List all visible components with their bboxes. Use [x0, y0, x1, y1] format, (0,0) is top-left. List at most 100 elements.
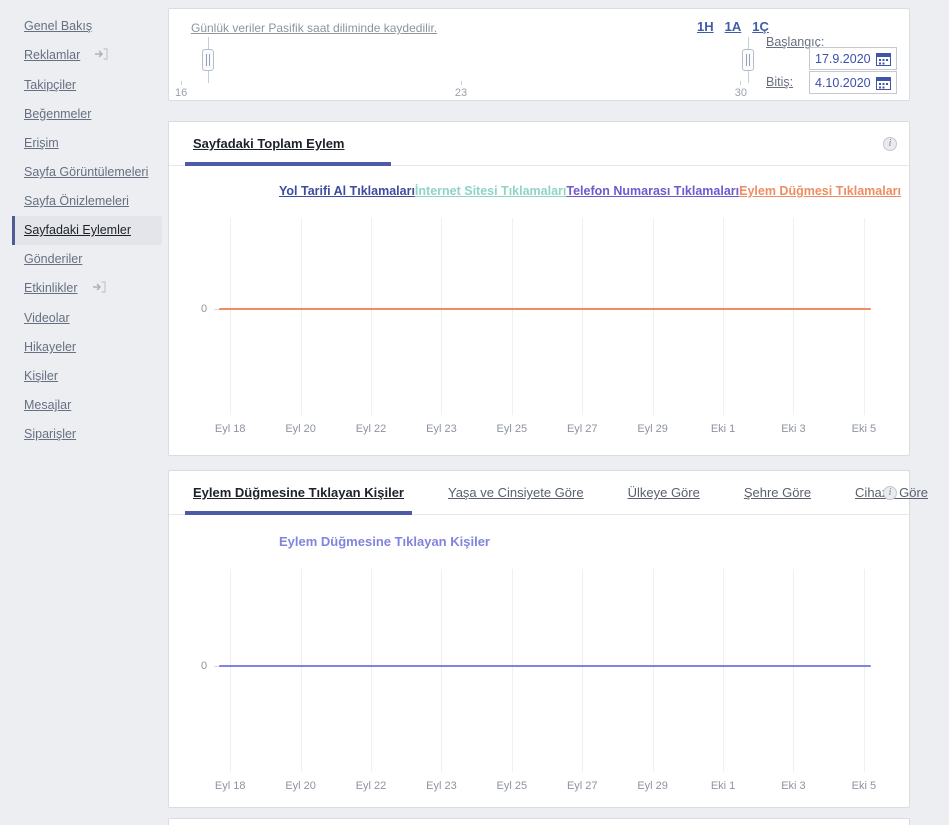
x-axis-label: Eki 3: [781, 423, 806, 435]
x-axis-label: Eyl 22: [355, 780, 387, 792]
gridline: [230, 569, 232, 772]
sidebar-item[interactable]: Sayfa Görüntülemeleri: [12, 158, 162, 187]
sidebar-item-label: Erişim: [24, 136, 59, 150]
gridline: [371, 218, 373, 415]
sidebar-item[interactable]: Genel Bakış: [12, 12, 162, 41]
x-axis-label: Eki 3: [781, 780, 806, 792]
x-axis-label: Eyl 20: [285, 780, 316, 792]
slider-handle-start[interactable]: [202, 37, 215, 83]
slider-handle-end[interactable]: [742, 37, 755, 83]
sidebar-item-label: Videolar: [24, 311, 70, 325]
grid-column: [758, 569, 828, 772]
end-date-value: 4.10.2020: [815, 75, 871, 90]
info-icon[interactable]: i: [883, 137, 897, 151]
gridline: [441, 218, 443, 415]
gridline: [371, 569, 373, 772]
gridline: [652, 218, 654, 415]
x-axis-label: Eki 1: [710, 780, 736, 792]
next-section-panel: [168, 818, 910, 825]
x-axis-label: Eyl 20: [285, 423, 316, 435]
sidebar-item[interactable]: Sayfa Önizlemeleri: [12, 187, 162, 216]
gridline: [511, 569, 513, 772]
slider-tick: 30: [735, 81, 747, 99]
x-axis-label: Eyl 18: [214, 780, 246, 792]
tab-total-actions[interactable]: Sayfadaki Toplam Eylem: [185, 136, 391, 166]
slider-handle-grip[interactable]: [742, 49, 754, 71]
x-axis-label: Eki 1: [710, 423, 736, 435]
x-axis-label: Eyl 22: [355, 423, 387, 435]
sidebar-item[interactable]: Kişiler: [12, 362, 162, 391]
sidebar-item-label: Gönderiler: [24, 252, 83, 266]
x-axis-label: Eki 5: [851, 423, 877, 435]
slider-tick-labels: 16 23 30: [175, 81, 747, 99]
sidebar-item[interactable]: Mesajlar: [12, 391, 162, 420]
sidebar-item[interactable]: Hikayeler: [12, 333, 162, 362]
sidebar-item[interactable]: Takipçiler: [12, 71, 162, 100]
sidebar-item[interactable]: Gönderiler: [12, 245, 162, 274]
grid-column: [547, 218, 617, 415]
sidebar-item[interactable]: Reklamlar: [12, 41, 162, 71]
x-axis-label: Eyl 23: [426, 780, 457, 792]
grid-column: [477, 218, 547, 415]
slider-tickmark: [460, 81, 462, 85]
external-link-icon: [94, 48, 108, 64]
date-range-panel: Günlük veriler Pasifik saat diliminde ka…: [168, 8, 910, 101]
grid-column: [758, 218, 828, 415]
tab[interactable]: Eylem Düğmesine Tıklayan Kişiler: [185, 485, 412, 515]
chart-legend: Yol Tarifi Al Tıklamaları İnternet Sites…: [279, 184, 902, 198]
legend-item[interactable]: Yol Tarifi Al Tıklamaları: [279, 184, 415, 198]
y-axis-zero-label: 0: [201, 660, 208, 673]
x-axis-label: Eyl 23: [426, 423, 457, 435]
slider-handle-grip[interactable]: [202, 49, 214, 71]
gridline: [230, 218, 232, 415]
x-axis-label: Eyl 27: [566, 780, 598, 792]
sidebar-item[interactable]: Etkinlikler: [12, 274, 162, 304]
grid-column: [336, 218, 406, 415]
action-people-line: [219, 665, 871, 668]
legend-item[interactable]: İnternet Sitesi Tıklamaları: [414, 184, 567, 198]
x-axis-label: Eki 5: [851, 780, 877, 792]
total-actions-panel: Sayfadaki Toplam Eylem i Yol Tarifi Al T…: [168, 121, 910, 456]
grid-column: [547, 569, 617, 772]
sidebar-item[interactable]: Siparişler: [12, 420, 162, 449]
slider-tick-label: 16: [175, 87, 188, 99]
slider-tick-label: 23: [454, 87, 468, 99]
external-link-icon: [92, 281, 106, 297]
sidebar-item[interactable]: Erişim: [12, 129, 162, 158]
start-date-input[interactable]: 17.9.2020: [809, 47, 897, 70]
sidebar-item[interactable]: Videolar: [12, 304, 162, 333]
slider-tick: 16: [175, 81, 187, 99]
start-date-value: 17.9.2020: [815, 51, 871, 66]
tab[interactable]: Şehre Göre: [743, 485, 812, 500]
gridline: [300, 569, 302, 772]
sidebar-item[interactable]: Beğenmeler: [12, 100, 162, 129]
end-date-label[interactable]: Bitiş:: [766, 75, 794, 89]
x-axis-labels: Eyl 18 Eyl 20 Eyl 22 Eyl 23 Eyl 25 Eyl 27 Eyl …: [195, 423, 899, 435]
gridline: [863, 218, 865, 415]
grid-column: [688, 218, 758, 415]
sidebar-item-label: Kişiler: [24, 369, 59, 383]
gridline: [723, 569, 725, 772]
start-date-label[interactable]: Başlangıç:: [766, 35, 825, 49]
quick-range-link[interactable]: 1H: [697, 19, 714, 34]
gridline: [582, 218, 584, 415]
timezone-note-link[interactable]: Günlük veriler Pasifik saat diliminde ka…: [191, 21, 438, 35]
quick-range-link[interactable]: 1Ç: [752, 19, 769, 34]
legend-item[interactable]: Eylem Düğmesi Tıklamaları: [739, 184, 902, 198]
sidebar-item[interactable]: Sayfadaki Eylemler: [12, 216, 162, 245]
grid-column: [617, 218, 687, 415]
calendar-icon[interactable]: [876, 76, 891, 90]
info-icon[interactable]: i: [883, 486, 897, 500]
action-people-panel: i Eylem Düğmesine Tıklayan Kişiler Yaşa …: [168, 470, 928, 808]
action-people-plot: 0: [179, 569, 899, 772]
plot-gridlines: [195, 218, 899, 415]
tab[interactable]: Yaşa ve Cinsiyete Göre: [447, 485, 584, 500]
calendar-icon[interactable]: [876, 52, 891, 66]
legend-item[interactable]: Telefon Numarası Tıklamaları: [566, 184, 740, 198]
end-date-input[interactable]: 4.10.2020: [809, 71, 897, 94]
sidebar-item-label: Sayfa Görüntülemeleri: [24, 165, 149, 179]
grid-column: [265, 569, 335, 772]
tab[interactable]: Ülkeye Göre: [627, 485, 700, 500]
grid-column: [477, 569, 547, 772]
quick-range-link[interactable]: 1A: [724, 19, 742, 34]
